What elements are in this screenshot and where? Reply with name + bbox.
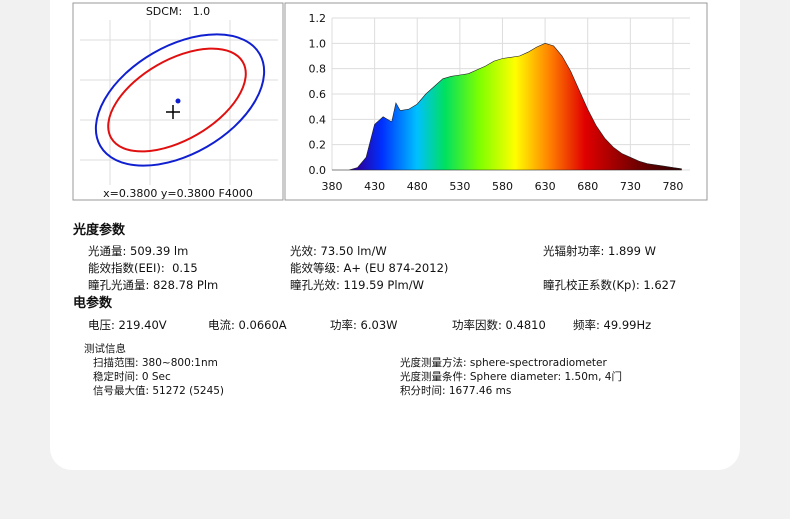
param: 能效等级: A+ (EU 874-2012)	[290, 261, 449, 275]
info: 光度测量方法: sphere-spectroradiometer	[400, 357, 607, 369]
x-tick-label: 380	[322, 180, 343, 193]
y-tick-label: 0.8	[309, 63, 327, 76]
x-tick-label: 680	[577, 180, 598, 193]
param: 瞳孔光通量: 828.78 Plm	[88, 278, 219, 292]
measured-point	[175, 98, 181, 104]
y-tick-label: 1.0	[309, 37, 327, 50]
y-tick-label: 0.0	[309, 164, 327, 177]
param: 功率因数: 0.4810	[452, 318, 546, 332]
section-title: 光度参数	[73, 223, 126, 238]
param: 频率: 49.99Hz	[573, 318, 652, 332]
x-tick-label: 630	[535, 180, 556, 193]
target-cross	[166, 105, 180, 119]
param: 能效指数(EEI): 0.15	[88, 261, 198, 275]
info: 稳定时间: 0 Sec	[93, 371, 171, 383]
x-tick-label: 780	[662, 180, 683, 193]
charts: SDCM: 1.0 x=0.3800 y=0.3800 F4000 0.0 0.2…	[72, 2, 708, 201]
param: 电压: 219.40V	[88, 318, 167, 332]
x-tick-label: 530	[449, 180, 470, 193]
param: 瞳孔校正系数(Kp): 1.627	[543, 278, 677, 292]
param: 光通量: 509.39 lm	[88, 244, 189, 258]
y-tick-label: 0.2	[309, 139, 327, 152]
inner-ellipse	[107, 47, 247, 153]
x-tick-label: 430	[364, 180, 385, 193]
y-tick-label: 0.4	[309, 113, 327, 126]
sdcm-label: x=0.3800 y=0.3800 F4000	[103, 187, 253, 200]
param: 光效: 73.50 lm/W	[290, 244, 387, 258]
param: 光辐射功率: 1.899 W	[543, 244, 656, 258]
info: 信号最大值: 51272 (5245)	[93, 385, 225, 397]
x-tick-label: 480	[407, 180, 428, 193]
info: 扫描范围: 380~800:1nm	[93, 357, 218, 369]
y-tick-label: 1.2	[309, 12, 327, 25]
param: 瞳孔光效: 119.59 Plm/W	[290, 278, 425, 292]
sdcm-grid	[80, 20, 278, 185]
section-title: 测试信息	[84, 343, 126, 355]
spectrum-area	[332, 42, 682, 171]
param: 电流: 0.0660A	[208, 318, 287, 332]
section-title: 电参数	[73, 296, 113, 311]
info: 光度测量条件: Sphere diameter: 1.50m, 4门	[400, 371, 622, 383]
x-tick-label: 730	[620, 180, 641, 193]
x-tick-label: 580	[492, 180, 513, 193]
info: 积分时间: 1677.46 ms	[400, 385, 512, 397]
param: 功率: 6.03W	[330, 318, 398, 332]
outer-ellipse	[94, 33, 266, 167]
sdcm-title: SDCM: 1.0	[146, 5, 210, 18]
y-tick-label: 0.6	[309, 88, 327, 101]
